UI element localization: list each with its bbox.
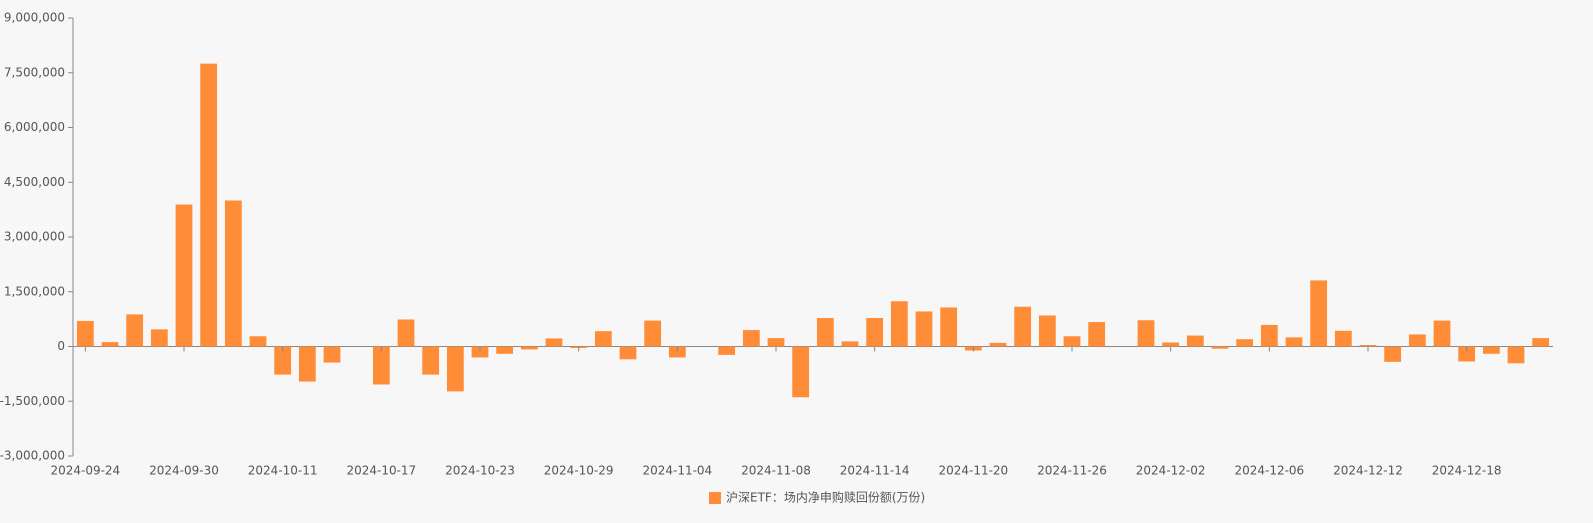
bar: [1038, 315, 1056, 347]
bar: [668, 346, 686, 358]
y-tick-label: 1,500,000: [4, 284, 65, 298]
bar: [816, 318, 834, 347]
y-tick-label: 7,500,000: [4, 65, 65, 79]
bar: [323, 346, 341, 363]
y-tick-label: 3,000,000: [4, 230, 65, 244]
legend-swatch: [709, 492, 721, 504]
bar: [1186, 335, 1204, 347]
bar: [1285, 337, 1303, 347]
bar: [890, 301, 908, 347]
bar: [422, 346, 440, 375]
bar: [200, 63, 218, 347]
bar: [1433, 320, 1451, 347]
bar: [1334, 330, 1352, 347]
bar: [298, 346, 316, 382]
bar: [594, 331, 612, 347]
x-tick-label: 2024-11-26: [1037, 464, 1107, 478]
x-tick-label: 2024-09-24: [50, 464, 120, 478]
bar: [767, 338, 785, 347]
bar: [274, 346, 292, 375]
bar: [175, 204, 193, 347]
x-tick-label: 2024-10-23: [445, 464, 515, 478]
bar: [126, 314, 144, 347]
bar: [841, 341, 859, 347]
bar: [471, 346, 489, 358]
x-tick-label: 2024-12-02: [1136, 464, 1206, 478]
bar: [224, 200, 242, 347]
bar: [1063, 336, 1081, 347]
bar: [1236, 339, 1254, 347]
bar: [249, 336, 267, 347]
bar: [1014, 306, 1032, 347]
bar: [1162, 342, 1180, 347]
bar: [1408, 334, 1426, 347]
bar: [989, 342, 1007, 347]
bar: [520, 346, 538, 350]
bar: [1482, 346, 1500, 354]
x-tick-label: 2024-11-14: [840, 464, 910, 478]
bar: [1532, 338, 1550, 347]
x-tick-label: 2024-11-08: [741, 464, 811, 478]
y-tick-label: 6,000,000: [4, 120, 65, 134]
bar: [545, 338, 563, 347]
bar: [397, 319, 415, 347]
legend-label: 沪深ETF：场内净申购赎回份额(万份): [726, 490, 925, 505]
bar: [866, 318, 884, 347]
x-tick-label: 2024-12-18: [1432, 464, 1502, 478]
y-tick-label: -3,000,000: [0, 449, 65, 463]
bar: [1211, 346, 1229, 349]
bar: [76, 320, 94, 347]
x-tick-label: 2024-10-11: [248, 464, 318, 478]
x-tick-label: 2024-12-12: [1333, 464, 1403, 478]
bar: [496, 346, 514, 354]
bar: [446, 346, 464, 392]
x-tick-label: 2024-10-17: [346, 464, 416, 478]
x-tick-label: 2024-11-20: [938, 464, 1008, 478]
y-tick-label: -1,500,000: [0, 394, 65, 408]
bar: [1507, 346, 1525, 364]
y-tick-label: 4,500,000: [4, 175, 65, 189]
bar: [1260, 324, 1278, 347]
bar: [940, 307, 958, 347]
x-tick-label: 2024-12-06: [1234, 464, 1304, 478]
bar: [1137, 320, 1155, 347]
bar: [372, 346, 390, 385]
bar: [619, 346, 637, 360]
x-tick-label: 2024-11-04: [642, 464, 712, 478]
bar: [644, 320, 662, 347]
bar: [742, 330, 760, 347]
y-tick-label: 9,000,000: [4, 11, 65, 25]
bar: [1310, 280, 1328, 347]
x-tick-label: 2024-09-30: [149, 464, 219, 478]
bar: [101, 342, 119, 347]
y-tick-label: 0: [57, 339, 65, 353]
bar: [1359, 345, 1377, 347]
bar: [1384, 346, 1402, 362]
bar: [150, 329, 168, 347]
bar: [1088, 322, 1106, 347]
bar: [792, 346, 810, 398]
bar: [1458, 346, 1476, 362]
x-tick-label: 2024-10-29: [544, 464, 614, 478]
bar: [915, 311, 933, 347]
bar: [718, 346, 736, 355]
